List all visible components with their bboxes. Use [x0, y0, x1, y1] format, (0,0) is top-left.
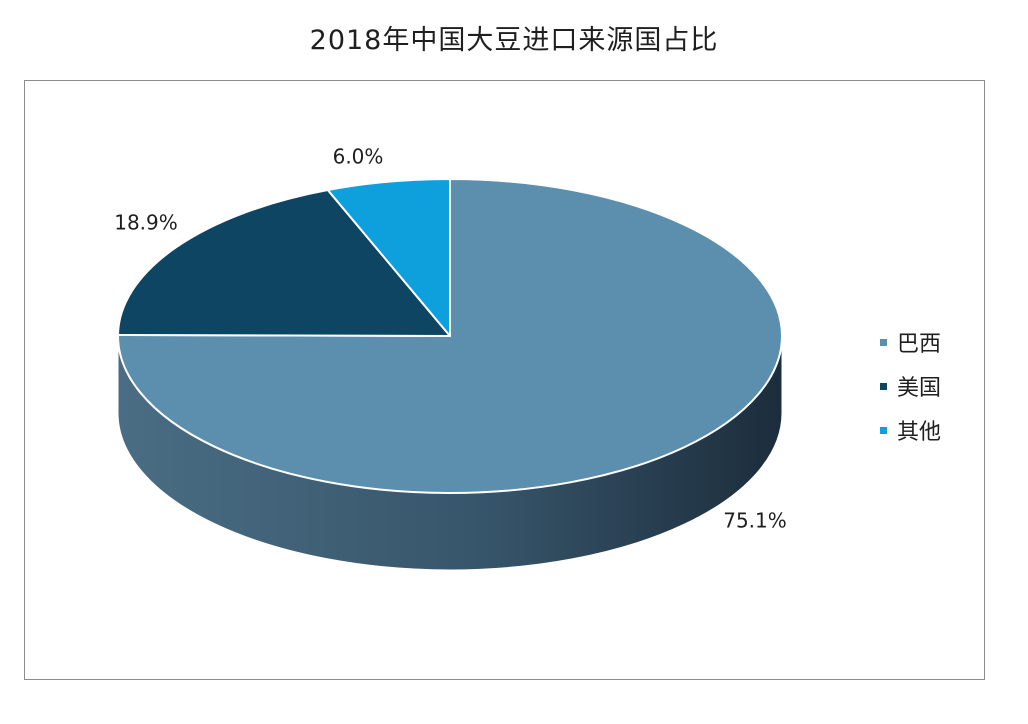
- legend-swatch-other: [880, 426, 887, 434]
- legend-swatch-brazil: [880, 338, 887, 346]
- data-label-other: 6.0%: [333, 145, 384, 169]
- pie-data-labels: 75.1% 18.9% 6.0%: [114, 145, 787, 533]
- data-label-usa: 18.9%: [114, 211, 178, 235]
- legend-item-other: 其他: [880, 408, 980, 452]
- data-label-brazil: 75.1%: [723, 509, 787, 533]
- legend-label-other: 其他: [897, 420, 942, 445]
- legend-label-usa: 美国: [897, 376, 942, 401]
- chart-title: 2018年中国大豆进口来源国占比: [309, 25, 719, 56]
- legend-swatch-usa: [880, 382, 887, 390]
- legend-label-brazil: 巴西: [897, 332, 942, 357]
- pie-slice-other: [326, 178, 451, 337]
- legend-item-brazil: 巴西: [880, 320, 980, 364]
- pie-slice-usa: [117, 189, 451, 337]
- pie-top-slices: [117, 178, 783, 494]
- legend: 巴西 美国 其他: [880, 320, 980, 452]
- plot-area-frame: [24, 80, 985, 680]
- legend-item-usa: 美国: [880, 364, 980, 408]
- pie-slice-brazil: [117, 178, 783, 494]
